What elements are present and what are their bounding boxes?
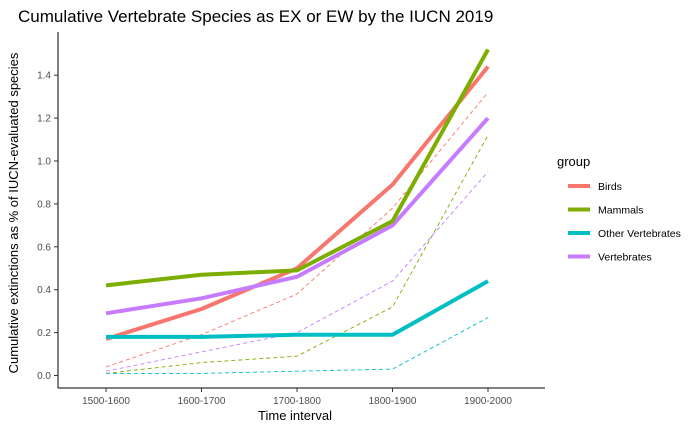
- x-tick-label: 1800-1900: [369, 396, 417, 407]
- y-tick-label: 1.2: [37, 114, 51, 125]
- legend-label: Vertebrates: [598, 252, 652, 264]
- plot-area: 0.0 0.2 0.4 0.6 0.8 1.0 1.2 1.4 1500-1600 1600-17…: [37, 32, 545, 407]
- series-lower-line: [105, 171, 489, 372]
- legend-label: Other Vertebrates: [598, 228, 681, 240]
- legend-label: Mammals: [598, 205, 644, 217]
- x-tick-label: 1700-1800: [273, 396, 321, 407]
- chart-title: Cumulative Vertebrate Species as EX or E…: [18, 7, 493, 26]
- y-tick-label: 1.0: [37, 157, 51, 168]
- y-tick-label: 0.2: [37, 328, 51, 339]
- y-axis-title: Cumulative extinctions as % of IUCN-eval…: [6, 52, 21, 373]
- series-lower-line: [105, 92, 489, 368]
- x-tick-label: 1500-1600: [82, 396, 130, 407]
- x-tick-label: 1900-2000: [464, 396, 512, 407]
- series-lower-line: [105, 135, 489, 374]
- x-axis-title: Time interval: [258, 408, 332, 423]
- series-line: [105, 65, 490, 341]
- legend-title: group: [557, 154, 590, 169]
- x-tick-label: 1600-1700: [178, 396, 226, 407]
- y-tick-label: 0.0: [37, 371, 51, 382]
- series-lower-line: [106, 317, 489, 374]
- y-tick-label: 0.6: [37, 242, 51, 253]
- series-line: [105, 48, 490, 288]
- legend: group Birds Mammals Other Vertebrates Verte…: [557, 154, 681, 264]
- series-line: [105, 116, 490, 316]
- y-tick-label: 0.4: [37, 285, 51, 296]
- y-tick-label: 1.4: [37, 71, 51, 82]
- series-line: [106, 279, 489, 339]
- legend-label: Birds: [598, 181, 622, 193]
- y-tick-label: 0.8: [37, 199, 51, 210]
